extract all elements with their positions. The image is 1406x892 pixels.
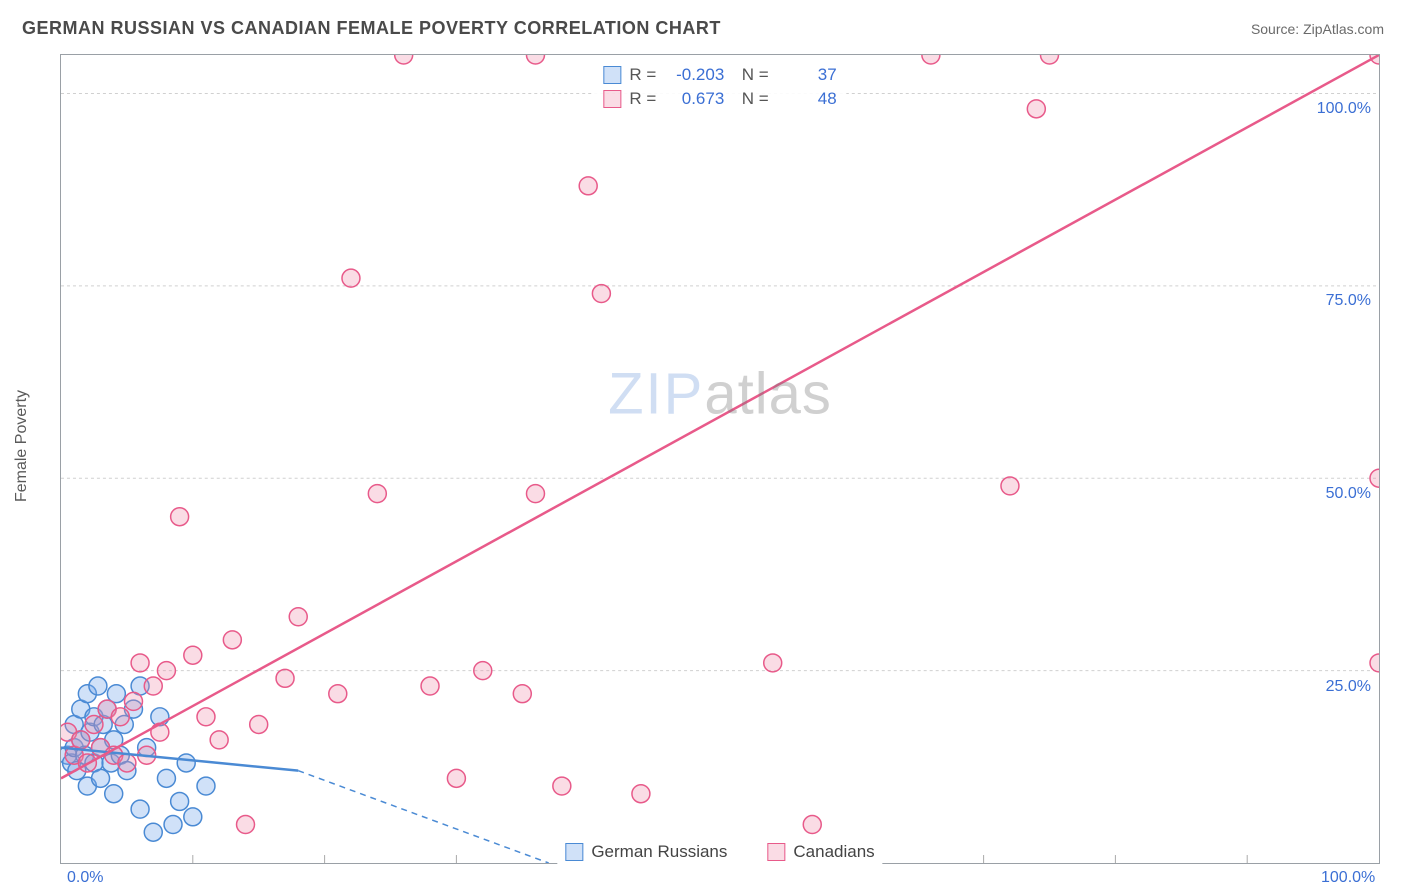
source-attribution: Source: ZipAtlas.com [1251, 21, 1384, 37]
r-value-0: -0.203 [664, 65, 724, 85]
x-tick-label: 100.0% [1321, 869, 1375, 887]
y-tick-label: 50.0% [1326, 485, 1371, 503]
n-value-1: 48 [777, 89, 837, 109]
swatch-german-russians [603, 66, 621, 84]
scatter-plot [61, 55, 1379, 863]
chart-title: GERMAN RUSSIAN VS CANADIAN FEMALE POVERT… [22, 18, 721, 39]
r-label: R = [629, 89, 656, 109]
swatch-canadians [603, 90, 621, 108]
legend-label-0: German Russians [591, 842, 727, 862]
legend-item-canadians: Canadians [767, 842, 874, 862]
n-value-0: 37 [777, 65, 837, 85]
legend-item-german-russians: German Russians [565, 842, 727, 862]
chart-container: ZIPatlas R = -0.203 N = 37 R = 0.673 N =… [60, 54, 1380, 864]
legend: German Russians Canadians [557, 840, 882, 864]
stats-row-0: R = -0.203 N = 37 [603, 63, 836, 87]
y-tick-label: 100.0% [1317, 100, 1371, 118]
legend-swatch-1 [767, 843, 785, 861]
y-tick-label: 75.0% [1326, 292, 1371, 310]
legend-label-1: Canadians [793, 842, 874, 862]
r-label: R = [629, 65, 656, 85]
r-value-1: 0.673 [664, 89, 724, 109]
n-label: N = [732, 89, 768, 109]
chart-header: GERMAN RUSSIAN VS CANADIAN FEMALE POVERT… [0, 0, 1406, 47]
y-tick-label: 25.0% [1326, 678, 1371, 696]
y-axis-label: Female Poverty [13, 390, 31, 502]
stats-box: R = -0.203 N = 37 R = 0.673 N = 48 [593, 59, 846, 115]
x-tick-label: 0.0% [67, 869, 103, 887]
legend-swatch-0 [565, 843, 583, 861]
stats-row-1: R = 0.673 N = 48 [603, 87, 836, 111]
n-label: N = [732, 65, 768, 85]
